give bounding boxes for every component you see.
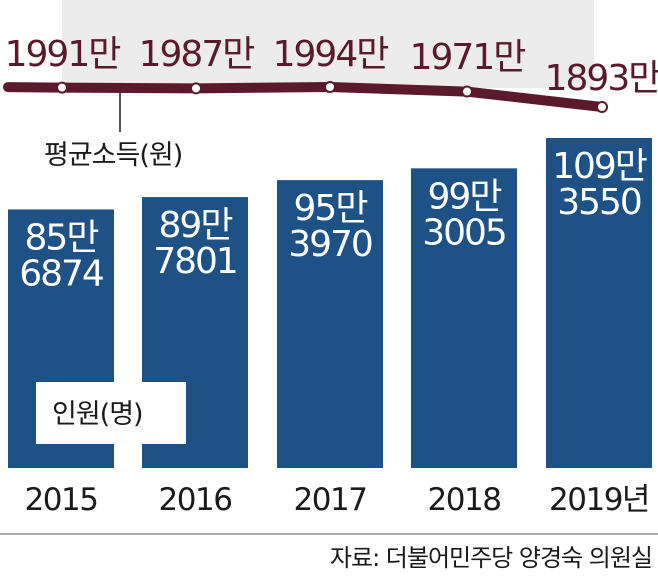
bar-2019년 — [546, 138, 652, 468]
source-note: 자료: 더불어민주당 양경숙 의원실 — [330, 544, 652, 572]
year-labels-group: 2015 2016 2017 2018 2019년 — [25, 482, 651, 518]
bar-value-label: 99만 — [428, 176, 502, 217]
income-line-group: 1991만 1987만 1994만 1971만 1893만 — [3, 34, 658, 113]
income-value-label: 1994만 — [273, 34, 389, 75]
bar-value-label: 3005 — [422, 212, 506, 253]
count-series-label: 인원(명) — [52, 399, 143, 430]
year-tick-label: 2019년 — [549, 482, 649, 518]
year-tick-label: 2016 — [159, 482, 232, 518]
income-point — [190, 82, 202, 95]
bar-value-label: 3970 — [288, 224, 372, 265]
income-line — [3, 82, 607, 112]
income-value-label: 1893만 — [545, 58, 658, 99]
income-point — [324, 81, 336, 93]
bar-value-label: 6874 — [19, 253, 103, 294]
income-point — [56, 81, 68, 94]
bar-2018 — [411, 168, 517, 468]
income-value-label: 1987만 — [139, 34, 255, 75]
bar-2017 — [277, 180, 383, 469]
income-series-label: 평균소득(원) — [44, 140, 182, 171]
income-point — [461, 85, 473, 98]
year-tick-label: 2015 — [25, 482, 98, 518]
bar-value-label: 85만 — [25, 217, 99, 258]
bar-value-label: 3550 — [557, 182, 641, 223]
top-panel — [62, 0, 594, 88]
bar-value-label: 95만 — [294, 188, 368, 229]
bars-group — [8, 138, 652, 469]
year-tick-label: 2017 — [294, 482, 367, 518]
income-value-label: 1991만 — [5, 34, 121, 75]
bar-value-label: 109만 — [552, 146, 647, 187]
income-point — [596, 101, 608, 113]
income-value-label: 1971만 — [410, 37, 526, 78]
count-series-box — [36, 382, 186, 444]
year-tick-label: 2018 — [428, 482, 501, 518]
bar-value-label: 89만 — [159, 205, 233, 246]
bar-value-label: 7801 — [153, 241, 237, 282]
